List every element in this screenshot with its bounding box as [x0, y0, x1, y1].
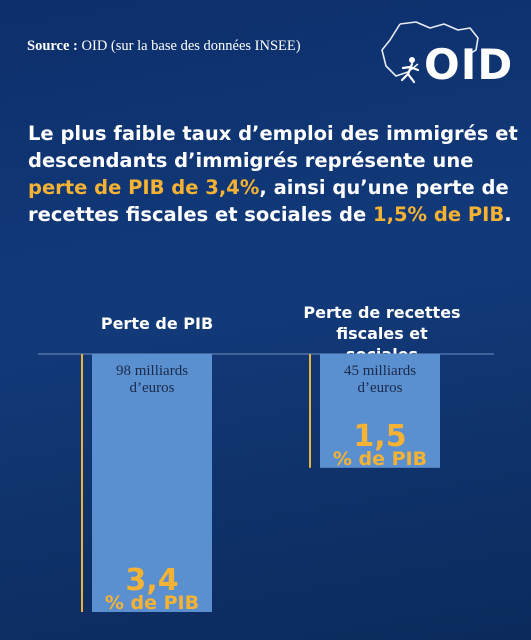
bar-pib — [92, 354, 212, 612]
headline-part3: . — [504, 203, 512, 226]
bar-recettes — [320, 354, 440, 468]
unit-label-recettes: % de PIB — [333, 448, 427, 470]
france-map-icon — [381, 21, 479, 84]
runner-icon — [400, 57, 420, 84]
logo-text: OID — [424, 40, 514, 89]
value-label-recettes: 1,5 — [353, 419, 406, 454]
headline-part2: , ainsi qu’une perte de recettes fiscale… — [28, 176, 509, 226]
value-label-pib: 3,4 — [125, 563, 178, 598]
amount-label-pib-line2: d’euros — [130, 380, 175, 396]
amount-label-pib-line1: 98 milliards — [116, 363, 188, 379]
amount-label-recettes-line1: 45 milliards — [344, 363, 416, 379]
source-text: OID (sur la base des données INSEE) — [77, 38, 301, 54]
source-note: Source : OID (sur la base des données IN… — [27, 38, 301, 55]
headline: Le plus faible taux d’emploi des immigré… — [28, 120, 518, 228]
headline-part1: Le plus faible taux d’emploi des immigré… — [28, 122, 518, 172]
headline-highlight-recettes: 1,5% de PIB — [373, 203, 505, 226]
source-label: Source : — [27, 38, 78, 54]
unit-label-pib: % de PIB — [105, 592, 199, 614]
headline-highlight-pib: perte de PIB de 3,4% — [28, 176, 260, 199]
amount-label-recettes-line2: d’euros — [358, 380, 403, 396]
category-label-pib: Perte de PIB — [100, 314, 214, 333]
